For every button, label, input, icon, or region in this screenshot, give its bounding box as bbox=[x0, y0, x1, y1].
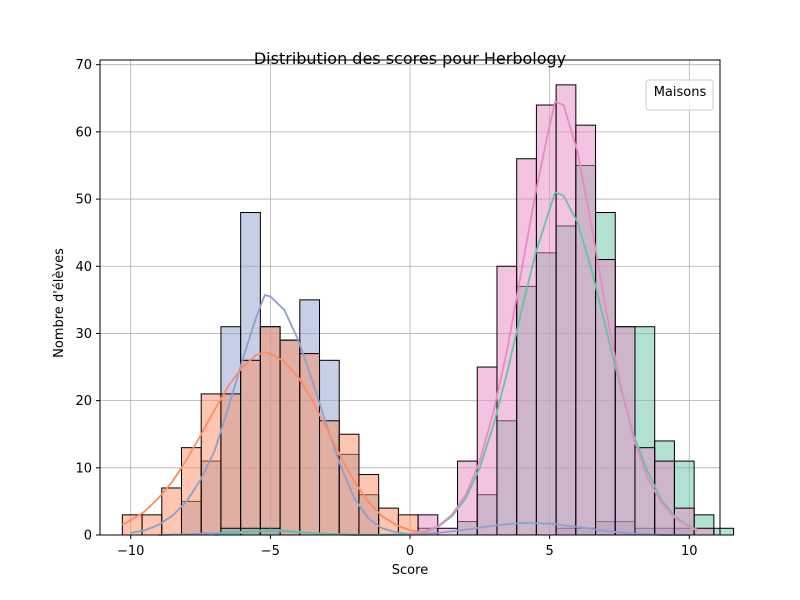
legend: Maisons bbox=[645, 79, 714, 111]
x-tick-label: −10 bbox=[117, 544, 144, 559]
bar-series-3-bin-30 bbox=[713, 527, 735, 536]
histogram-bars bbox=[121, 84, 735, 536]
bar-series-4-bin-23 bbox=[575, 124, 597, 536]
x-axis-ticks: −10 −5 0 5 10 bbox=[117, 535, 698, 559]
legend-title: Maisons bbox=[654, 85, 707, 100]
y-tick-label: 10 bbox=[75, 461, 92, 476]
bar-series-2-bin-10 bbox=[319, 420, 340, 536]
y-tick-label: 70 bbox=[75, 58, 92, 73]
x-tick-label: 0 bbox=[406, 544, 414, 559]
bar-series-2-bin-8 bbox=[279, 339, 301, 536]
bar-series-4-bin-21 bbox=[535, 104, 557, 536]
chart-title: Distribution des scores pour Herbology bbox=[254, 49, 566, 68]
legend-box bbox=[645, 79, 714, 111]
bar-series-2-bin-12 bbox=[358, 474, 380, 536]
kde-line-series-1 bbox=[130, 294, 411, 536]
y-tick-label: 50 bbox=[75, 193, 92, 208]
bar-series-2-bin-9 bbox=[299, 353, 321, 536]
x-tick-label: 5 bbox=[545, 544, 553, 559]
x-axis-label: Score bbox=[392, 563, 428, 578]
kde-line-series-0 bbox=[158, 521, 690, 536]
y-tick-label: 40 bbox=[75, 260, 92, 275]
bar-series-4-bin-22 bbox=[555, 84, 577, 536]
bar-series-4-bin-20 bbox=[516, 158, 537, 536]
bar-series-2-bin-6 bbox=[240, 359, 261, 536]
y-tick-label: 30 bbox=[75, 327, 92, 342]
x-tick-label: 10 bbox=[681, 544, 698, 559]
kde-line-series-4 bbox=[409, 100, 699, 535]
y-tick-label: 60 bbox=[75, 125, 92, 140]
x-tick-label: −5 bbox=[261, 544, 280, 559]
y-tick-label: 0 bbox=[84, 529, 92, 544]
bar-series-4-bin-18 bbox=[476, 366, 498, 536]
bar-series-4-bin-26 bbox=[634, 447, 656, 536]
kde-line-series-2 bbox=[121, 351, 425, 534]
y-axis-label: Nombre d'élèves bbox=[52, 248, 67, 358]
bar-series-4-bin-27 bbox=[654, 460, 675, 536]
bar-series-2-bin-5 bbox=[220, 393, 242, 536]
bar-series-2-bin-3 bbox=[180, 447, 202, 536]
bar-series-2-bin-2 bbox=[161, 487, 182, 536]
bar-series-4-bin-28 bbox=[673, 507, 695, 536]
y-axis-ticks: 0 10 20 30 40 50 60 70 bbox=[75, 58, 100, 544]
y-tick-label: 20 bbox=[75, 394, 92, 409]
